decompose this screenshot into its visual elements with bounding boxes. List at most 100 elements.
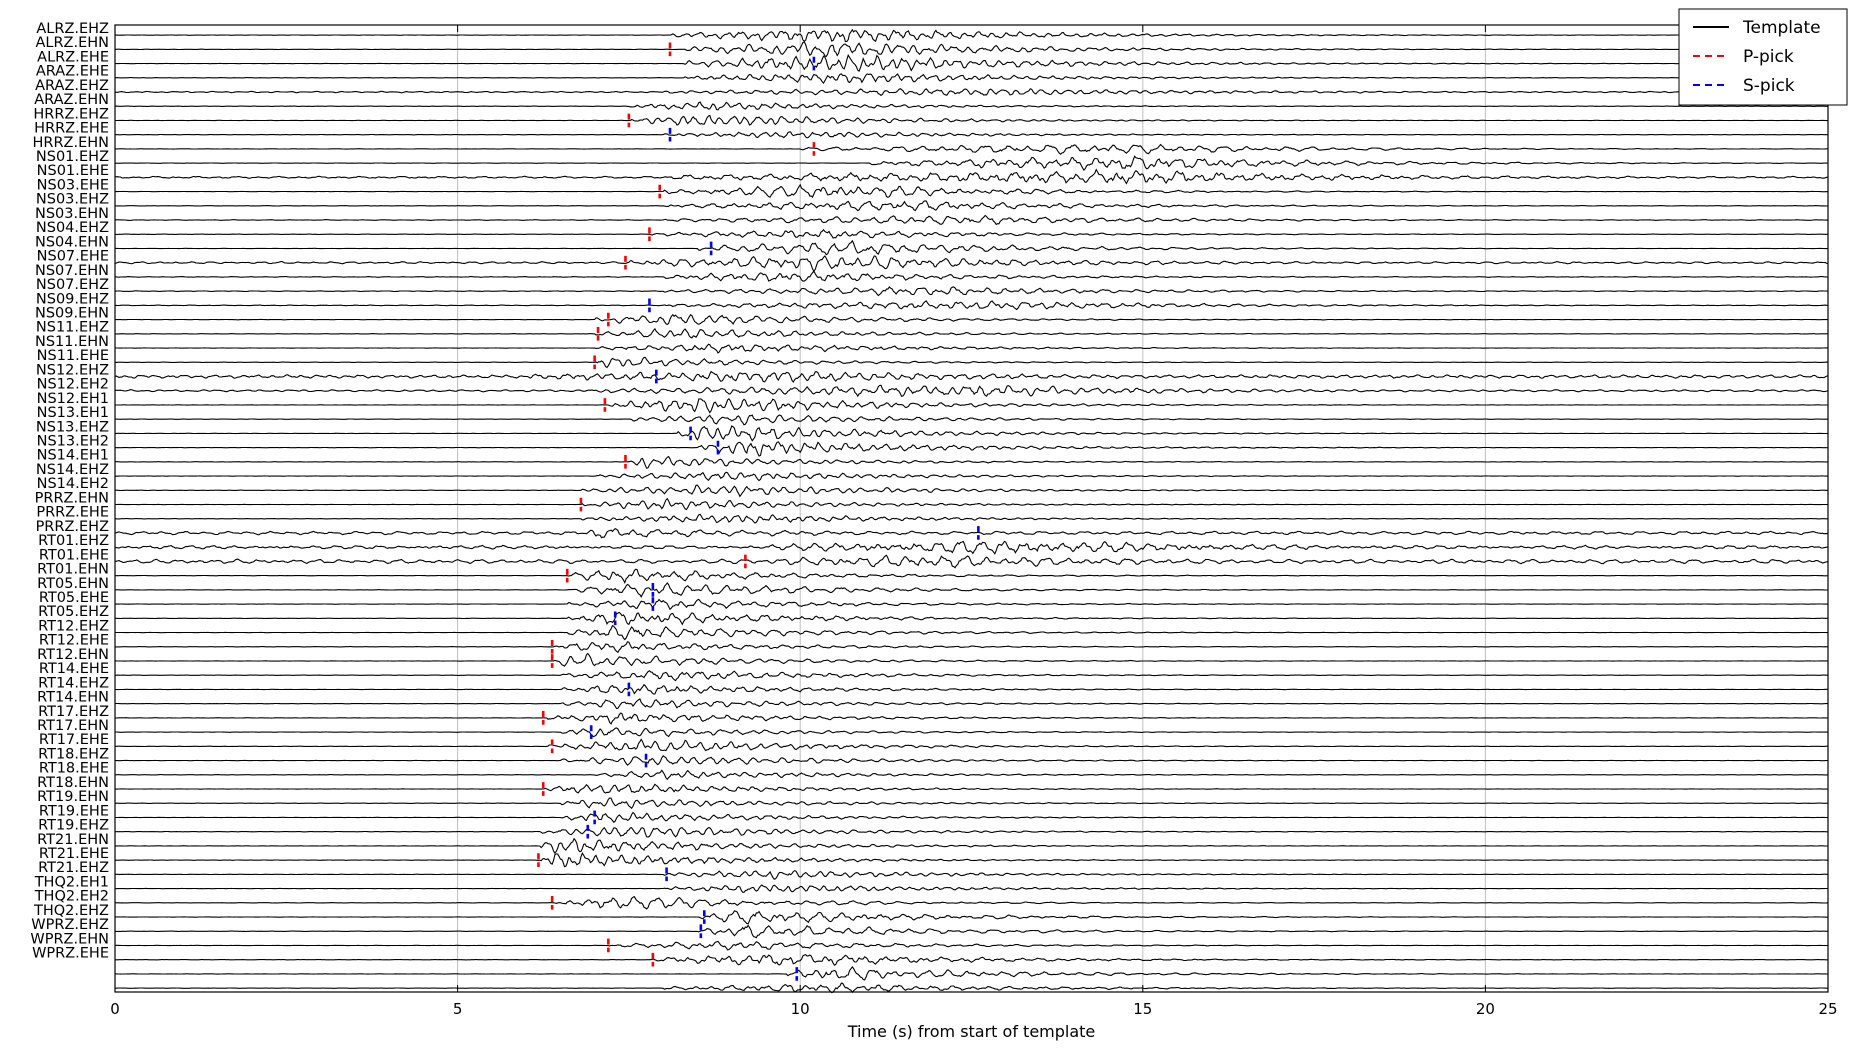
trace-line — [115, 811, 1828, 824]
x-tick-label: 15 — [1133, 1000, 1152, 1018]
trace-label: THQ2.EH2 — [34, 889, 109, 905]
trace-label: PRRZ.EHE — [36, 505, 109, 521]
trace-line — [114, 783, 1828, 794]
trace-line — [115, 425, 1829, 442]
trace-line — [115, 769, 1829, 781]
trace-label: NS07.EHZ — [36, 277, 109, 293]
trace-layer — [114, 28, 1829, 994]
trace-label: NS13.EH2 — [37, 434, 109, 450]
trace-label: WPRZ.EHE — [32, 946, 109, 962]
x-tick-label: 25 — [1818, 1000, 1837, 1018]
trace-line — [115, 826, 1828, 838]
trace-line — [115, 652, 1829, 667]
trace-label: NS09.EHZ — [36, 291, 109, 307]
trace-label: RT19.EHZ — [38, 818, 109, 834]
trace-line — [114, 896, 1829, 910]
trace-line — [115, 837, 1828, 855]
trace-line — [114, 73, 1828, 85]
trace-label: NS04.EHN — [35, 234, 109, 250]
trace-label: RT18.EHE — [39, 761, 109, 777]
trace-line — [114, 300, 1829, 311]
trace-label: NS11.EHE — [37, 348, 109, 364]
trace-line — [114, 183, 1829, 199]
legend-label: Template — [1742, 18, 1821, 38]
trace-label: NS09.EHN — [35, 305, 109, 321]
trace-line — [115, 414, 1829, 426]
trace-line — [115, 884, 1828, 893]
trace-line — [114, 497, 1829, 511]
trace-label: HRRZ.EHN — [32, 135, 109, 151]
x-tick-label: 0 — [110, 1000, 120, 1018]
trace-line — [115, 954, 1828, 966]
legend-label: S-pick — [1743, 76, 1795, 96]
trace-label: NS14.EH1 — [37, 448, 109, 464]
trace-label: NS14.EH2 — [37, 476, 109, 492]
trace-label: RT12.EHZ — [38, 618, 109, 634]
trace-label: RT19.EHE — [39, 803, 109, 819]
trace-line — [114, 683, 1828, 695]
trace-line — [115, 982, 1828, 994]
trace-line — [114, 384, 1829, 398]
x-tick-label: 10 — [791, 1000, 810, 1018]
trace-label: RT18.EHZ — [38, 746, 109, 762]
trace-line — [114, 441, 1829, 457]
label-layer: ALRZ.EHZALRZ.EHNALRZ.EHEARAZ.EHEARAZ.EHZ… — [30, 21, 109, 962]
trace-line — [114, 755, 1829, 766]
trace-line — [114, 712, 1828, 725]
trace-label: RT12.EHE — [39, 633, 109, 649]
trace-line — [114, 513, 1828, 524]
plot-frame — [114, 24, 1829, 993]
trace-label: RT21.EHZ — [38, 860, 109, 876]
trace-line — [114, 397, 1828, 414]
trace-line — [115, 582, 1828, 598]
trace-line — [115, 155, 1828, 172]
x-tick-label: 20 — [1476, 1000, 1495, 1018]
trace-label: RT01.EHN — [37, 562, 109, 578]
trace-line — [114, 114, 1828, 126]
trace-label: PRRZ.EHN — [35, 490, 109, 506]
trace-line — [115, 28, 1828, 43]
trace-label: NS11.EHZ — [36, 320, 109, 336]
trace-line — [114, 527, 1829, 539]
trace-line — [115, 484, 1829, 498]
trace-line — [114, 910, 1829, 925]
trace-label: HRRZ.EHZ — [33, 106, 109, 122]
trace-label: NS01.EHE — [37, 163, 109, 179]
trace-line — [115, 851, 1828, 868]
trace-line — [115, 624, 1828, 641]
trace-line — [115, 143, 1828, 155]
trace-line — [115, 727, 1828, 738]
trace-label: RT18.EHN — [37, 775, 109, 791]
trace-label: RT21.EHN — [37, 832, 109, 848]
trace-label: NS03.EHE — [37, 177, 109, 193]
trace-label: NS04.EHZ — [36, 220, 109, 236]
trace-line — [114, 88, 1828, 97]
trace-label: RT14.EHE — [39, 661, 109, 677]
trace-line — [115, 598, 1829, 611]
trace-line — [115, 269, 1829, 282]
trace-label: ARAZ.EHE — [36, 64, 109, 80]
trace-line — [115, 228, 1828, 239]
trace-label: RT05.EHZ — [38, 604, 109, 620]
trace-label: HRRZ.EHE — [34, 121, 109, 137]
trace-label: RT14.EHZ — [38, 675, 109, 691]
trace-label: NS03.EHN — [35, 206, 109, 222]
trace-label: ARAZ.EHN — [34, 92, 109, 108]
trace-label: NS07.EHE — [37, 249, 109, 265]
trace-label: RT17.EHZ — [38, 704, 109, 720]
trace-line — [115, 214, 1829, 226]
trace-label: ALRZ.EHN — [35, 35, 109, 51]
trace-line — [114, 200, 1829, 212]
trace-line — [114, 738, 1828, 752]
trace-line — [114, 101, 1828, 111]
trace-label: NS14.EHZ — [36, 462, 109, 478]
trace-label: NS11.EHN — [35, 334, 109, 350]
trace-label: RT01.EHZ — [38, 533, 109, 549]
trace-line — [114, 286, 1829, 297]
trace-line — [114, 255, 1829, 273]
trace-label: THQ2.EH1 — [34, 874, 109, 890]
trace-line — [115, 611, 1828, 626]
axis-layer: 0 5 10 15 20 25 — [110, 25, 1838, 1018]
